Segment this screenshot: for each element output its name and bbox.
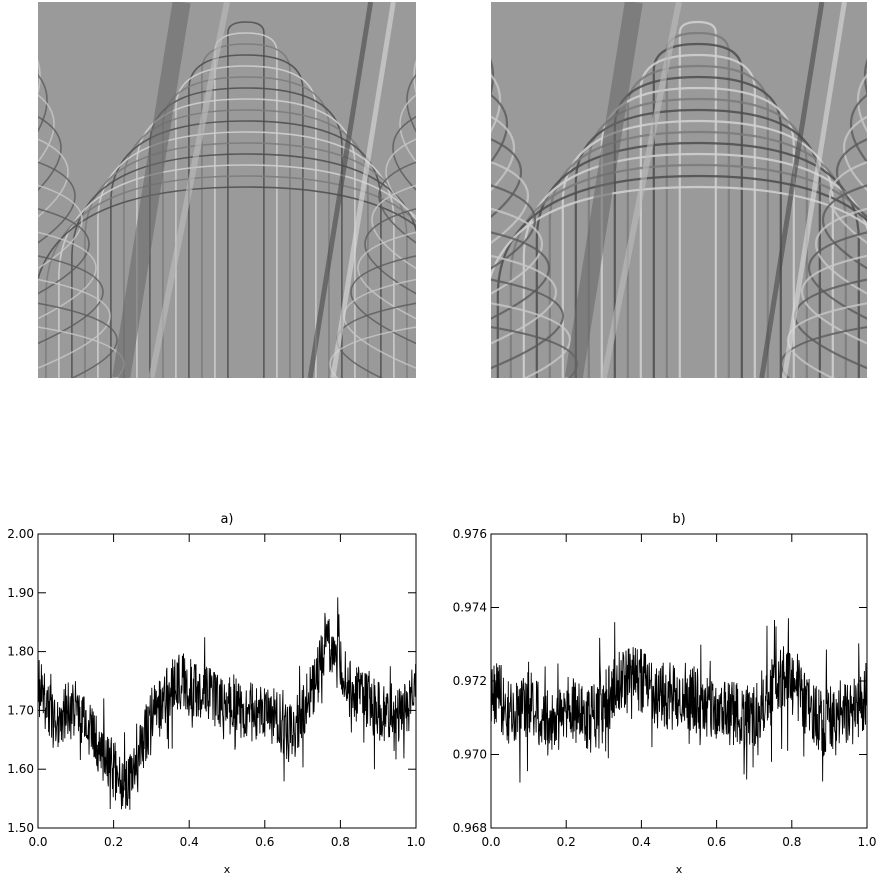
plot-a-ytick-label: 1.60 [7,762,34,776]
plot-b-xtick-label: 0.6 [707,835,726,849]
plot-a: a) 0.0 0.2 0.4 0.6 0.8 1.0 1.50 1.60 1.70 1.80 1.9… [7,512,425,876]
plot-a-xtick-label: 0.8 [331,835,350,849]
plot-a-frame [37,533,417,829]
plot-b-title: b) [672,512,685,527]
plot-a-xtick-label: 0.4 [180,835,199,849]
plot-b-xtick-label: 0.2 [557,835,576,849]
plot-b-ytick-label: 0.970 [453,748,487,762]
plot-a-ytick-label: 1.50 [7,821,34,835]
plot-a-xtick-label: 0.2 [104,835,123,849]
plot-a-xtick-label: 0.6 [255,835,274,849]
plot-a-xlabel: x [224,863,231,876]
image-panel-right [491,2,867,378]
plot-a-title: a) [220,512,233,527]
plot-a-ytick-label: 1.70 [7,703,34,717]
plot-b-xlabel: x [676,863,683,876]
plot-b-xtick-label: 1.0 [857,835,876,849]
plot-a-line [38,597,416,810]
plot-a-xtick-label: 0.0 [28,835,47,849]
plot-a-ytick-label: 2.00 [7,527,34,541]
plot-b-xtick-label: 0.8 [782,835,801,849]
plot-b-ytick-label: 0.976 [453,527,487,541]
plot-b-xtick-label: 0.4 [632,835,651,849]
plot-b-series [491,618,867,783]
plot-b-ytick-label: 0.974 [453,601,487,615]
plot-b-ytick-label: 0.968 [453,821,487,835]
plot-b-xtick-label: 0.0 [481,835,500,849]
image-panel-left [38,2,416,378]
plot-b-line [491,618,867,783]
plot-b: b) 0.0 0.2 0.4 0.6 0.8 1.0 0.968 0.970 0.972 0.97… [453,512,877,876]
plot-a-ytick-label: 1.90 [7,586,34,600]
plot-a-series [38,597,416,810]
plot-b-ytick-label: 0.972 [453,674,487,688]
plot-a-xtick-label: 1.0 [406,835,425,849]
plot-a-ytick-label: 1.80 [7,645,34,659]
